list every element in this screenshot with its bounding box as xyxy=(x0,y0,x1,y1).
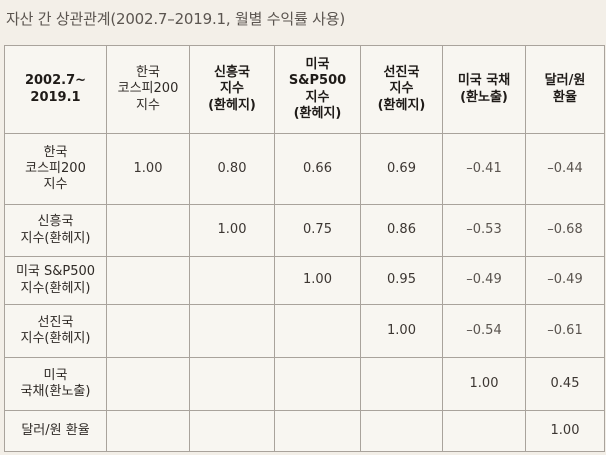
table-cell xyxy=(189,304,275,358)
table-cell: 1.00 xyxy=(106,133,190,205)
table-cell: –0.44 xyxy=(525,133,605,205)
column-header-us-treasury: 미국 국채 (환노출) xyxy=(442,45,526,134)
table-cell xyxy=(106,304,190,358)
table-row: 미국 S&P500 지수(환헤지) 1.00 0.95 –0.49 –0.49 xyxy=(4,256,605,305)
table-cell: 1.00 xyxy=(274,256,361,305)
table-cell: 1.00 xyxy=(189,204,275,257)
table-cell xyxy=(274,410,361,452)
table-cell: –0.49 xyxy=(525,256,605,305)
table-cell: 0.45 xyxy=(525,357,605,411)
row-header-developed: 선진국 지수(환헤지) xyxy=(4,304,107,358)
column-header-developed: 선진국 지수 (환헤지) xyxy=(360,45,443,134)
table-cell: –0.41 xyxy=(442,133,526,205)
table-cell xyxy=(274,357,361,411)
page-title: 자산 간 상관관계(2002.7–2019.1, 월별 수익률 사용) xyxy=(6,10,345,28)
column-header-emerging: 신흥국 지수 (환헤지) xyxy=(189,45,275,134)
header-corner-period: 2002.7~ 2019.1 xyxy=(4,45,107,134)
table-cell: –0.61 xyxy=(525,304,605,358)
table-row: 달러/원 환율 1.00 xyxy=(4,410,605,452)
table-cell xyxy=(189,410,275,452)
table-cell: –0.68 xyxy=(525,204,605,257)
header-row: 2002.7~ 2019.1 한국 코스피200 지수 신흥국 지수 (환헤지)… xyxy=(4,45,605,134)
table-cell xyxy=(360,357,443,411)
table-cell xyxy=(106,357,190,411)
table-cell: 1.00 xyxy=(442,357,526,411)
column-header-usd-krw: 달러/원 환율 xyxy=(525,45,605,134)
table-cell: 0.95 xyxy=(360,256,443,305)
column-header-kospi200: 한국 코스피200 지수 xyxy=(106,45,190,134)
row-header-usd-krw: 달러/원 환율 xyxy=(4,410,107,452)
table-cell xyxy=(189,256,275,305)
table-cell: 1.00 xyxy=(525,410,605,452)
table-cell xyxy=(106,256,190,305)
table-cell xyxy=(106,410,190,452)
table-cell: 0.86 xyxy=(360,204,443,257)
table-cell xyxy=(106,204,190,257)
table-cell xyxy=(189,357,275,411)
table-cell: –0.54 xyxy=(442,304,526,358)
row-header-us-treasury: 미국 국채(환노출) xyxy=(4,357,107,411)
table-row: 한국 코스피200 지수 1.00 0.80 0.66 0.69 –0.41 –… xyxy=(4,133,605,205)
table-row: 신흥국 지수(환헤지) 1.00 0.75 0.86 –0.53 –0.68 xyxy=(4,204,605,257)
row-header-sp500: 미국 S&P500 지수(환헤지) xyxy=(4,256,107,305)
table-cell: 0.75 xyxy=(274,204,361,257)
row-header-kospi200: 한국 코스피200 지수 xyxy=(4,133,107,205)
table-row: 미국 국채(환노출) 1.00 0.45 xyxy=(4,357,605,411)
table-cell: 0.69 xyxy=(360,133,443,205)
correlation-table: 2002.7~ 2019.1 한국 코스피200 지수 신흥국 지수 (환헤지)… xyxy=(4,45,605,452)
table-row: 선진국 지수(환헤지) 1.00 –0.54 –0.61 xyxy=(4,304,605,358)
table-cell: –0.53 xyxy=(442,204,526,257)
table-cell xyxy=(360,410,443,452)
row-header-emerging: 신흥국 지수(환헤지) xyxy=(4,204,107,257)
table-cell: 0.80 xyxy=(189,133,275,205)
column-header-sp500: 미국 S&P500 지수 (환헤지) xyxy=(274,45,361,134)
table-cell: 1.00 xyxy=(360,304,443,358)
table-cell xyxy=(442,410,526,452)
table-cell: 0.66 xyxy=(274,133,361,205)
table-cell: –0.49 xyxy=(442,256,526,305)
table-cell xyxy=(274,304,361,358)
